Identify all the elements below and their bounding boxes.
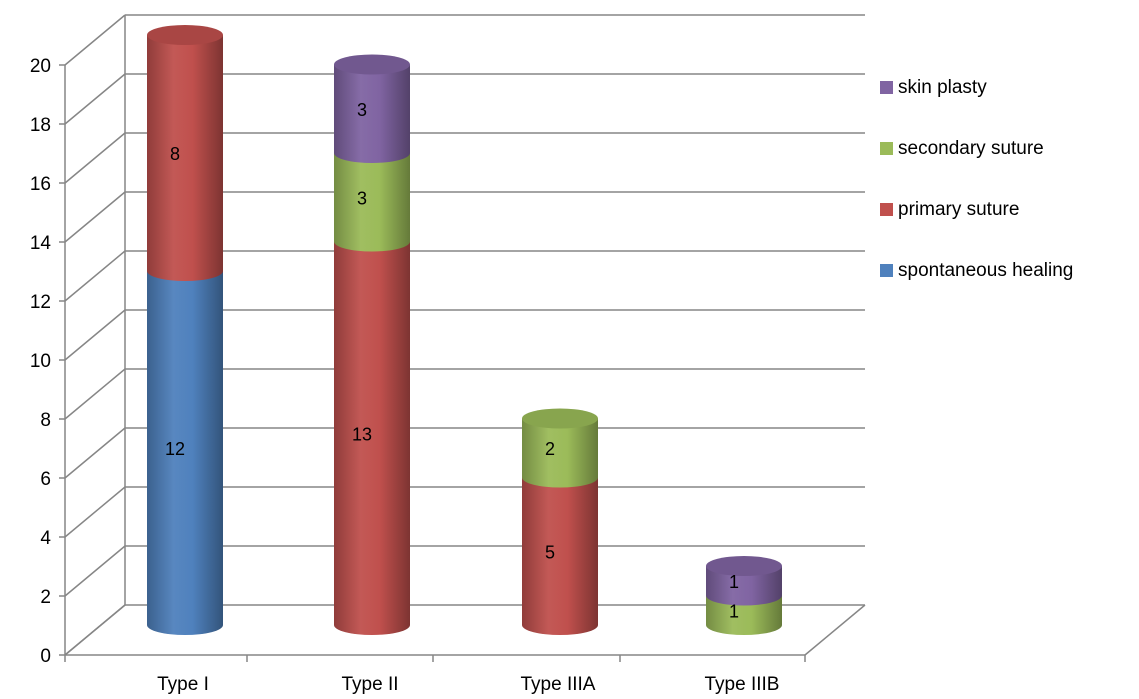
gridline-side bbox=[64, 604, 126, 656]
bar-body bbox=[334, 153, 410, 252]
x-tick-label: Type IIIA bbox=[521, 674, 596, 695]
legend: skin plasty secondary suture primary sutur… bbox=[880, 77, 1073, 281]
bar-cap bbox=[522, 408, 598, 429]
legend-swatch bbox=[880, 81, 893, 94]
bar-body bbox=[706, 566, 782, 606]
bar-segment bbox=[522, 408, 598, 488]
y-tick-label: 20 bbox=[30, 56, 51, 77]
bar-segment bbox=[334, 54, 410, 163]
bar-body bbox=[706, 595, 782, 635]
legend-label: spontaneous healing bbox=[898, 260, 1073, 281]
gridline-side bbox=[64, 14, 126, 66]
data-label: 13 bbox=[352, 424, 372, 444]
gridline-side bbox=[64, 132, 126, 184]
bar-body bbox=[522, 477, 598, 635]
legend-swatch bbox=[880, 203, 893, 216]
gridline-side bbox=[64, 73, 126, 125]
gridline-side bbox=[64, 309, 126, 361]
legend-swatch bbox=[880, 264, 893, 277]
bar-segment bbox=[147, 25, 223, 281]
bar-cap bbox=[706, 556, 782, 576]
bar-segment bbox=[522, 477, 598, 635]
bars bbox=[147, 25, 782, 635]
y-tick-label: 2 bbox=[40, 587, 51, 608]
legend-label: primary suture bbox=[898, 199, 1019, 220]
legend-label: secondary suture bbox=[898, 138, 1044, 159]
legend-item: skin plasty bbox=[880, 77, 987, 98]
bar-segment bbox=[706, 556, 782, 606]
x-tick-label: Type IIIB bbox=[705, 674, 780, 695]
bar-body bbox=[334, 64, 410, 163]
legend-swatch bbox=[880, 142, 893, 155]
y-tick-label: 4 bbox=[40, 528, 51, 549]
y-tick-label: 10 bbox=[30, 351, 51, 372]
bar-segment bbox=[334, 241, 410, 635]
bar-segment bbox=[334, 153, 410, 252]
data-label: 1 bbox=[729, 572, 739, 592]
gridline-side bbox=[64, 486, 126, 538]
bar-body bbox=[334, 241, 410, 635]
gridline-side bbox=[64, 545, 126, 597]
bar-cap bbox=[334, 54, 410, 75]
gridline-side bbox=[64, 427, 126, 479]
legend-item: secondary suture bbox=[880, 138, 1044, 159]
y-tick-label: 14 bbox=[30, 233, 52, 254]
gridlines bbox=[64, 14, 865, 656]
data-label: 3 bbox=[357, 100, 367, 120]
gridline-side bbox=[64, 250, 126, 302]
data-label: 1 bbox=[729, 601, 739, 621]
legend-item: spontaneous healing bbox=[880, 260, 1073, 281]
legend-item: primary suture bbox=[880, 199, 1019, 220]
data-label: 12 bbox=[165, 439, 185, 459]
bar-segment bbox=[706, 595, 782, 635]
legend-label: skin plasty bbox=[898, 77, 987, 98]
bar-body bbox=[147, 35, 223, 281]
data-label: 2 bbox=[545, 439, 555, 459]
floor-right-edge bbox=[804, 604, 866, 656]
x-tick-label: Type I bbox=[157, 674, 209, 695]
y-tick-label: 6 bbox=[40, 469, 51, 490]
data-label: 8 bbox=[170, 144, 180, 164]
gridline-side bbox=[64, 191, 126, 243]
bar-cap bbox=[147, 25, 223, 45]
data-label: 5 bbox=[545, 542, 555, 562]
data-labels: 12 8 13 3 3 5 2 1 1 bbox=[165, 100, 739, 622]
bar-body bbox=[147, 271, 223, 635]
bar-segment bbox=[147, 271, 223, 635]
y-tick-label: 16 bbox=[30, 174, 51, 195]
data-label: 3 bbox=[357, 188, 367, 208]
y-tick-label: 8 bbox=[40, 410, 51, 431]
y-tick-label: 18 bbox=[30, 115, 51, 136]
x-tick-label: Type II bbox=[341, 674, 398, 695]
y-tick-label: 0 bbox=[40, 646, 51, 667]
bar-body bbox=[522, 418, 598, 488]
y-tick-label: 12 bbox=[30, 292, 51, 313]
gridline-side bbox=[64, 368, 126, 420]
